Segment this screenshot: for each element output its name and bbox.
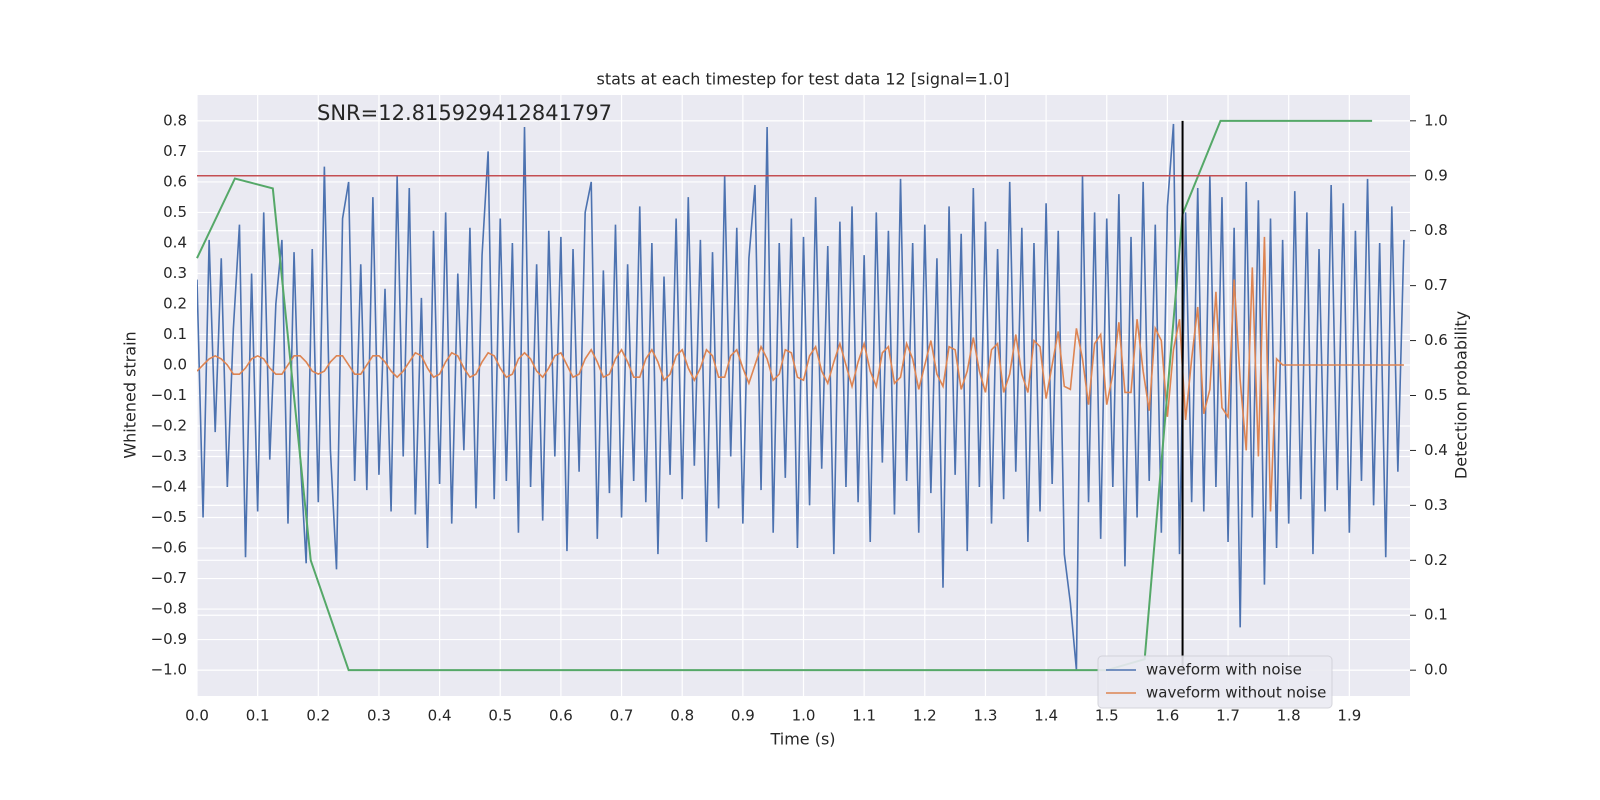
y-tick-label: −0.9 [151,630,187,648]
legend-box [1097,655,1333,709]
legend-label: waveform without noise [1146,684,1326,702]
y-axis-label: Whitened strain [121,331,140,458]
y-tick-label: 0.4 [163,233,187,251]
y2-tick-label: 0.4 [1424,441,1448,459]
y-tick-label: −0.6 [151,539,187,557]
waveform-line [197,236,1404,512]
x-tick-label: 1.8 [1277,707,1301,725]
x-tick-label: 1.6 [1155,707,1179,725]
x-tick-label: 0.3 [367,707,391,725]
y-tick-label: −0.5 [151,508,187,526]
x-tick-label: 1.0 [792,707,816,725]
y-tick-label: 0.5 [163,203,187,221]
x-tick-label: 0.4 [428,707,452,725]
waveform-line [197,123,1405,671]
x-tick-label: 0.5 [488,707,512,725]
y2-tick-label: 0.6 [1424,331,1448,349]
y-tick-label: 0.1 [163,325,187,343]
y2-tick-label: 0.3 [1424,496,1448,514]
y2-tick-label: 0.5 [1424,386,1448,404]
y-tick-label: 0.3 [163,264,187,282]
x-tick-label: 1.7 [1216,707,1240,725]
x-tick-label: 1.1 [852,707,876,725]
y-tick-label: 0.8 [163,111,187,129]
y2-tick-label: 0.2 [1424,551,1448,569]
y-tick-label: −0.1 [151,386,187,404]
x-tick-label: 0.7 [610,707,634,725]
probability-line [196,119,1373,672]
x-tick-label: 1.2 [913,707,937,725]
legend-label: waveform with noise [1146,661,1302,679]
y2-tick-label: 0.0 [1424,661,1448,679]
y-tick-label: −1.0 [151,661,187,679]
y-tick-label: 0.7 [163,142,187,160]
y-tick-label: −0.2 [151,417,187,435]
y-tick-label: 0.0 [163,355,187,373]
y2-axis-label: Detection probability [1452,311,1471,479]
y-tick-label: 0.2 [163,294,187,312]
x-axis-label: Time (s) [769,730,835,749]
y-tick-label: −0.4 [151,478,187,496]
y2-tick-label: 0.1 [1424,606,1448,624]
y-tick-label: 0.6 [163,172,187,190]
x-tick-label: 0.6 [549,707,573,725]
x-tick-label: 0.9 [731,707,755,725]
x-tick-label: 1.4 [1034,707,1058,725]
y-tick-label: −0.7 [151,569,187,587]
x-tick-label: 0.2 [306,707,330,725]
y2-tick-label: 0.9 [1424,166,1448,184]
y2-tick-label: 0.7 [1424,276,1448,294]
x-tick-label: 0.1 [246,707,270,725]
y-tick-label: −0.8 [151,600,187,618]
x-tick-label: 1.5 [1095,707,1119,725]
y-tick-label: −0.3 [151,447,187,465]
annotation: SNR=12.815929412841797 [317,101,612,125]
x-tick-label: 1.3 [974,707,998,725]
chart-title: stats at each timestep for test data 12 … [597,70,1010,89]
y2-tick-label: 0.8 [1424,221,1448,239]
y2-tick-label: 1.0 [1424,111,1448,129]
x-tick-label: 1.9 [1337,707,1361,725]
x-tick-label: 0.8 [670,707,694,725]
x-tick-label: 0.0 [185,707,209,725]
